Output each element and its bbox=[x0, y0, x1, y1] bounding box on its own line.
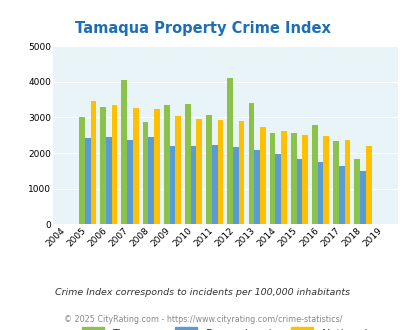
Bar bbox=[106, 137, 111, 224]
Bar bbox=[238, 121, 244, 224]
Bar bbox=[232, 148, 238, 224]
Bar bbox=[85, 138, 90, 224]
Bar bbox=[148, 137, 154, 224]
Bar bbox=[164, 105, 169, 224]
Text: © 2025 CityRating.com - https://www.cityrating.com/crime-statistics/: © 2025 CityRating.com - https://www.city… bbox=[64, 315, 341, 324]
Bar bbox=[206, 115, 211, 224]
Bar bbox=[211, 145, 217, 224]
Bar bbox=[259, 127, 265, 224]
Bar bbox=[333, 141, 338, 224]
Bar bbox=[254, 150, 259, 224]
Bar bbox=[90, 101, 96, 224]
Bar bbox=[79, 117, 85, 224]
Bar bbox=[302, 135, 307, 224]
Bar bbox=[365, 146, 371, 224]
Bar bbox=[217, 119, 223, 224]
Bar bbox=[142, 122, 148, 224]
Bar bbox=[290, 133, 296, 224]
Bar bbox=[175, 116, 181, 224]
Bar bbox=[248, 103, 254, 224]
Bar bbox=[280, 131, 286, 224]
Bar bbox=[185, 104, 190, 224]
Bar bbox=[275, 154, 280, 224]
Bar bbox=[359, 171, 365, 224]
Bar bbox=[132, 108, 138, 224]
Bar bbox=[317, 162, 323, 224]
Bar bbox=[338, 166, 344, 224]
Bar bbox=[269, 133, 275, 224]
Bar bbox=[323, 136, 328, 224]
Bar bbox=[296, 159, 302, 224]
Bar bbox=[169, 146, 175, 224]
Bar bbox=[190, 146, 196, 224]
Bar bbox=[111, 105, 117, 224]
Bar bbox=[121, 80, 127, 224]
Text: Crime Index corresponds to incidents per 100,000 inhabitants: Crime Index corresponds to incidents per… bbox=[55, 287, 350, 297]
Text: Tamaqua Property Crime Index: Tamaqua Property Crime Index bbox=[75, 21, 330, 36]
Bar bbox=[127, 140, 132, 224]
Bar bbox=[311, 125, 317, 224]
Legend: Tamaqua, Pennsylvania, National: Tamaqua, Pennsylvania, National bbox=[77, 323, 372, 330]
Bar bbox=[196, 118, 202, 224]
Bar bbox=[100, 107, 106, 224]
Bar bbox=[354, 159, 359, 224]
Bar bbox=[154, 109, 160, 224]
Bar bbox=[344, 140, 350, 224]
Bar bbox=[227, 78, 232, 224]
